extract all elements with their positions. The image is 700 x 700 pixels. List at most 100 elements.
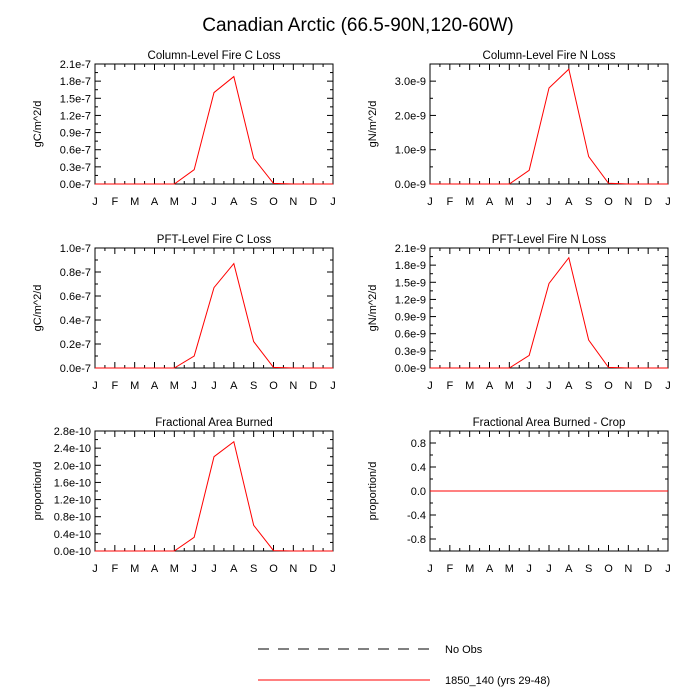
y-tick-label: 1.5e-9 [395, 277, 426, 289]
x-tick-label: A [565, 380, 573, 392]
x-tick-label: A [151, 563, 159, 575]
x-tick-label: A [486, 380, 494, 392]
x-tick-label: S [585, 563, 592, 575]
x-tick-label: O [269, 563, 278, 575]
y-tick-label: 1.0e-7 [60, 243, 91, 255]
y-tick-label: 0.0e-10 [54, 546, 91, 558]
y-tick-label: 0.0e-7 [60, 179, 91, 191]
x-tick-label: O [604, 380, 613, 392]
x-tick-label: J [526, 196, 532, 208]
x-tick-label: A [151, 196, 159, 208]
x-tick-label: N [624, 196, 632, 208]
chart-title: PFT-Level Fire N Loss [492, 234, 607, 246]
x-tick-label: M [505, 196, 514, 208]
y-tick-label: 1.8e-9 [395, 260, 426, 272]
x-tick-label: J [211, 196, 217, 208]
x-tick-label: J [191, 380, 197, 392]
x-tick-label: J [92, 196, 98, 208]
y-tick-label: 0.3e-7 [60, 162, 91, 174]
chart-title: Column-Level Fire C Loss [148, 50, 281, 62]
y-axis-label: proportion/d [32, 462, 44, 521]
x-tick-label: J [546, 196, 552, 208]
x-tick-label: D [309, 563, 317, 575]
series-line-1 [95, 262, 333, 369]
y-axis-label: gN/m^2/d [367, 285, 379, 332]
y-tick-label: 0.3e-9 [395, 346, 426, 358]
y-axis-label: gC/m^2/d [32, 285, 44, 332]
x-tick-label: J [92, 563, 98, 575]
x-tick-label: O [604, 196, 613, 208]
x-tick-label: J [546, 380, 552, 392]
x-tick-label: A [151, 380, 159, 392]
x-tick-label: O [269, 380, 278, 392]
y-tick-label: 1.2e-7 [60, 110, 91, 122]
y-tick-label: 0.6e-9 [395, 329, 426, 341]
y-tick-label: 0.4 [411, 462, 426, 474]
legend: No Obs 1850_140 (yrs 29-48) [258, 644, 550, 687]
x-tick-label: F [446, 196, 453, 208]
x-tick-label: N [624, 563, 632, 575]
x-tick-label: N [289, 380, 297, 392]
y-tick-label: 0.0e-9 [395, 179, 426, 191]
figure-title: Canadian Arctic (66.5-90N,120-60W) [202, 15, 514, 36]
x-tick-label: J [330, 563, 336, 575]
y-axis-label: gN/m^2/d [367, 101, 379, 148]
x-tick-label: S [250, 563, 257, 575]
y-tick-label: 2.4e-10 [54, 443, 91, 455]
y-tick-label: 1.0e-9 [395, 145, 426, 157]
x-tick-label: J [330, 196, 336, 208]
x-tick-label: J [665, 196, 671, 208]
y-tick-label: -0.4 [407, 510, 426, 522]
x-tick-label: S [250, 380, 257, 392]
y-tick-label: 0.9e-9 [395, 312, 426, 324]
chart-title: Fractional Area Burned - Crop [473, 417, 626, 429]
x-tick-label: A [230, 196, 238, 208]
series-line-1 [430, 256, 668, 369]
legend-label-1850-140: 1850_140 (yrs 29-48) [445, 675, 550, 687]
series-line-1 [95, 440, 333, 552]
y-tick-label: 0.2e-7 [60, 339, 91, 351]
y-tick-label: 0.8e-10 [54, 512, 91, 524]
x-tick-label: N [289, 196, 297, 208]
y-tick-label: 3.0e-9 [395, 76, 426, 88]
x-tick-label: D [644, 563, 652, 575]
x-tick-label: J [526, 380, 532, 392]
y-tick-label: 1.8e-7 [60, 76, 91, 88]
y-axis-label: proportion/d [367, 462, 379, 521]
y-tick-label: 1.2e-10 [54, 495, 91, 507]
x-tick-label: M [130, 196, 139, 208]
x-tick-label: J [427, 563, 433, 575]
x-tick-label: A [230, 563, 238, 575]
x-tick-label: O [604, 563, 613, 575]
plot-frame [94, 247, 334, 369]
chart-title: Fractional Area Burned [155, 417, 273, 429]
y-tick-label: 0.6e-7 [60, 291, 91, 303]
x-tick-label: J [427, 380, 433, 392]
x-tick-label: F [446, 563, 453, 575]
x-tick-label: J [92, 380, 98, 392]
x-tick-label: F [111, 380, 118, 392]
y-tick-label: 0.0e-7 [60, 363, 91, 375]
y-tick-label: 2.0e-10 [54, 460, 91, 472]
x-tick-label: A [565, 563, 573, 575]
y-tick-label: 1.5e-7 [60, 93, 91, 105]
plot-frame [429, 63, 669, 185]
x-tick-label: N [624, 380, 632, 392]
x-tick-label: O [269, 196, 278, 208]
x-tick-label: F [111, 196, 118, 208]
y-tick-label: 0.8e-7 [60, 267, 91, 279]
y-tick-label: -0.8 [407, 534, 426, 546]
x-tick-label: J [330, 380, 336, 392]
x-tick-label: D [309, 196, 317, 208]
x-tick-label: D [644, 380, 652, 392]
y-tick-label: 1.6e-10 [54, 477, 91, 489]
series-line-1 [430, 68, 668, 185]
x-tick-label: M [465, 196, 474, 208]
x-tick-label: M [505, 563, 514, 575]
